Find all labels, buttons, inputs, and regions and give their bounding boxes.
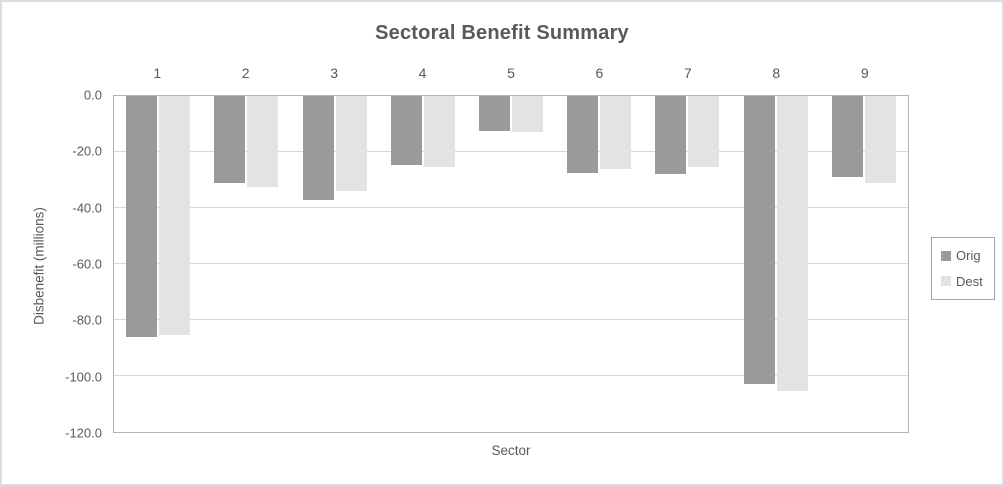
plot-area [113, 95, 909, 433]
gridline [114, 206, 908, 208]
gridline [114, 150, 908, 152]
legend-swatch-dest-icon [941, 276, 951, 287]
bar-orig-sector-6 [567, 96, 599, 173]
bar-orig-sector-8 [743, 96, 775, 385]
ytick-label--20.0: -20.0 [72, 143, 102, 159]
chart-title: Sectoral Benefit Summary [375, 22, 629, 44]
bar-group-sector-6 [555, 96, 643, 432]
category-label-7: 7 [683, 65, 692, 81]
gridline [114, 263, 908, 264]
bar-group-sector-8 [732, 96, 820, 432]
category-label-5: 5 [507, 65, 515, 81]
category-label-8: 8 [772, 65, 781, 81]
bar-group-sector-1 [114, 96, 202, 432]
category-axis-labels: 1 2 3 4 5 6 7 8 9 [113, 63, 909, 83]
ytick-label--80.0: -80.0 [72, 312, 102, 328]
value-axis-title: Disbenefit (millions) [31, 207, 47, 325]
bar-orig-sector-3 [302, 96, 334, 200]
bar-orig-sector-4 [390, 96, 422, 165]
gridline [114, 318, 908, 320]
legend-label-dest: Dest [956, 273, 983, 289]
legend: Orig Dest [931, 237, 995, 300]
bar-dest-sector-1 [159, 96, 191, 336]
bar-dest-sector-6 [600, 96, 632, 169]
bar-orig-sector-9 [831, 96, 863, 178]
bar-group-sector-3 [290, 96, 378, 432]
bar-groups [114, 96, 908, 432]
ytick-label--120.0: -120.0 [65, 425, 102, 441]
bar-dest-sector-3 [335, 96, 367, 192]
bar-orig-sector-5 [478, 96, 510, 131]
ytick-label--40.0: -40.0 [72, 200, 102, 216]
category-label-6: 6 [595, 65, 604, 81]
bar-group-sector-9 [820, 96, 908, 432]
ytick-label--100.0: -100.0 [65, 369, 102, 385]
legend-item-orig: Orig [932, 248, 994, 263]
bar-group-sector-4 [379, 96, 467, 432]
bar-orig-sector-7 [655, 96, 687, 175]
ytick-label-0.0: 0.0 [83, 87, 102, 103]
legend-item-dest: Dest [932, 274, 994, 289]
category-label-1: 1 [153, 65, 162, 81]
bar-dest-sector-4 [423, 96, 455, 168]
value-axis-labels: 0.0 -20.0 -40.0 -60.0 -80.0 -100.0 -120.0 [2, 88, 102, 441]
category-label-2: 2 [241, 65, 250, 81]
bar-orig-sector-2 [214, 96, 246, 183]
bar-group-sector-5 [467, 96, 555, 432]
bar-orig-sector-1 [126, 96, 158, 337]
bar-dest-sector-7 [688, 96, 720, 168]
ytick-label--60.0: -60.0 [72, 256, 102, 272]
bar-group-sector-2 [202, 96, 290, 432]
category-label-9: 9 [860, 65, 869, 81]
bar-group-sector-7 [643, 96, 731, 432]
category-label-4: 4 [418, 65, 427, 81]
bar-dest-sector-8 [776, 96, 808, 392]
bar-dest-sector-5 [511, 96, 543, 133]
bar-dest-sector-2 [247, 96, 279, 187]
bar-dest-sector-9 [864, 96, 896, 183]
category-axis-title: Sector [491, 443, 531, 458]
gridline [114, 375, 908, 376]
legend-label-orig: Orig [956, 248, 981, 264]
legend-swatch-orig-icon [941, 250, 951, 261]
category-label-3: 3 [330, 65, 338, 81]
